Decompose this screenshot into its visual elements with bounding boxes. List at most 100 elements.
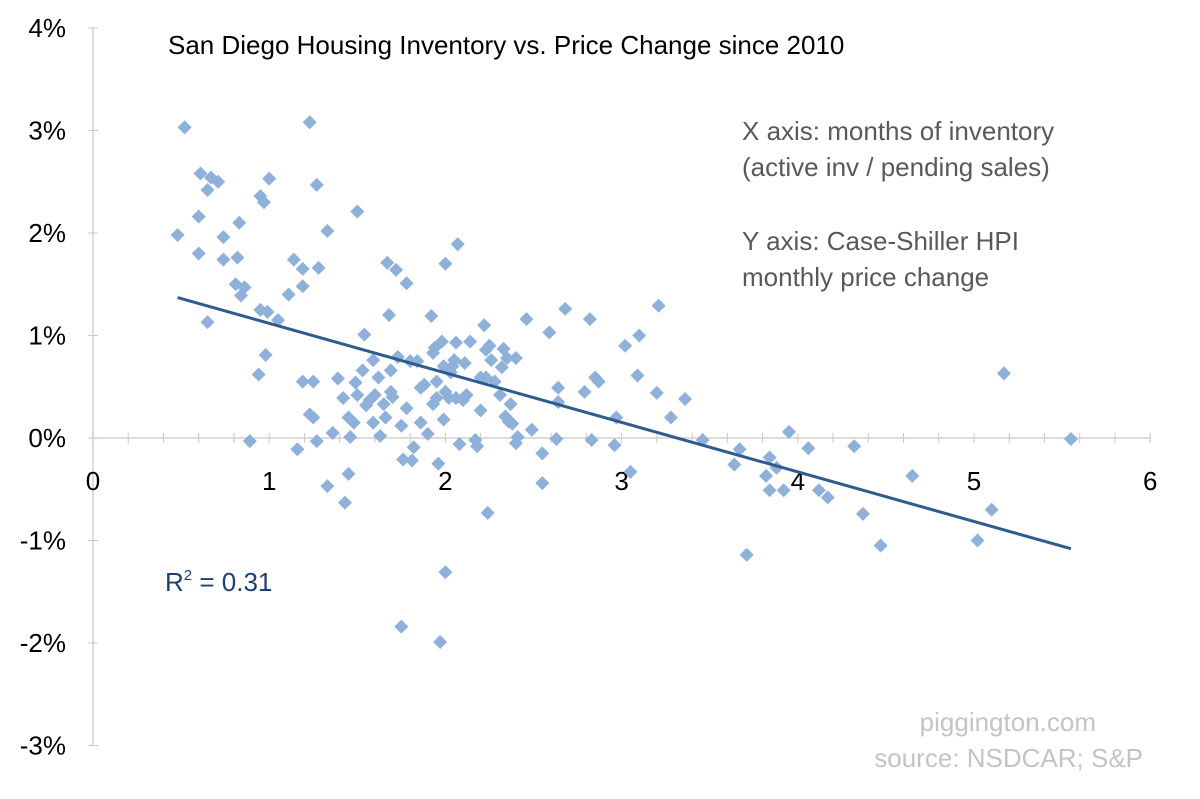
data-point — [801, 441, 816, 456]
data-point — [551, 380, 566, 395]
data-point — [394, 418, 409, 433]
data-point — [295, 279, 310, 294]
data-point — [847, 439, 862, 454]
data-point — [781, 424, 796, 439]
data-point — [309, 177, 324, 192]
data-point — [445, 359, 460, 374]
data-point — [177, 120, 192, 135]
data-point — [482, 338, 497, 353]
data-point — [389, 262, 404, 277]
data-point — [382, 308, 397, 322]
data-point — [404, 453, 419, 468]
x-tick-label: 0 — [86, 466, 100, 496]
trendline-group — [177, 296, 1072, 551]
data-point — [438, 256, 453, 271]
data-point — [406, 440, 421, 455]
data-point — [367, 387, 382, 402]
data-point — [505, 416, 520, 431]
data-point — [438, 565, 453, 580]
data-point — [630, 368, 645, 383]
data-point — [450, 237, 465, 252]
data-point — [433, 634, 448, 649]
axes — [88, 27, 1151, 746]
data-point — [366, 415, 381, 430]
data-point — [776, 483, 791, 498]
data-point — [373, 428, 388, 443]
data-point — [510, 429, 525, 444]
data-point — [290, 442, 305, 457]
data-point — [759, 468, 774, 483]
data-point — [380, 255, 395, 270]
data-point — [343, 429, 358, 444]
data-point — [200, 182, 215, 197]
data-point — [438, 384, 453, 399]
data-point — [399, 401, 414, 416]
data-point — [429, 374, 444, 389]
data-point — [607, 438, 622, 453]
data-point — [811, 483, 826, 498]
data-point — [325, 425, 340, 440]
data-point — [623, 464, 638, 479]
data-point — [855, 506, 870, 521]
data-point — [873, 538, 888, 553]
data-point — [337, 495, 352, 510]
data-point — [306, 374, 321, 389]
data-point — [371, 370, 386, 385]
x-tick-label: 6 — [1143, 466, 1157, 496]
data-point — [237, 280, 252, 295]
data-point — [306, 410, 321, 425]
data-point — [355, 363, 370, 378]
data-point — [191, 246, 206, 261]
y-tick-label: -2% — [20, 628, 66, 658]
data-point — [558, 301, 573, 316]
data-point — [678, 392, 693, 407]
data-point — [350, 387, 365, 402]
data-point — [500, 351, 515, 366]
data-point — [457, 356, 472, 371]
data-point — [494, 360, 509, 375]
data-point — [477, 318, 492, 333]
data-point — [739, 547, 754, 562]
data-points — [170, 115, 1078, 649]
data-point — [535, 476, 550, 491]
data-point — [359, 398, 374, 413]
data-point — [216, 230, 231, 245]
data-point — [820, 490, 835, 505]
data-point — [651, 298, 666, 313]
data-point — [582, 312, 597, 327]
data-point — [727, 457, 742, 472]
data-point — [424, 309, 439, 324]
data-point — [232, 215, 247, 230]
data-point — [417, 377, 432, 392]
data-point — [1063, 432, 1078, 447]
y-axis-note-line2: monthly price change — [742, 262, 989, 292]
data-point — [251, 367, 266, 382]
y-tick-label: -1% — [20, 526, 66, 556]
data-point — [378, 410, 393, 425]
data-point — [503, 397, 518, 412]
data-point — [200, 315, 215, 330]
data-point — [663, 410, 678, 425]
data-point — [385, 390, 400, 404]
data-point — [434, 334, 449, 349]
data-point — [905, 468, 920, 483]
data-point — [480, 505, 495, 520]
x-tick-label: 5 — [967, 466, 981, 496]
data-point — [519, 312, 534, 327]
data-point — [295, 261, 310, 276]
data-point — [649, 385, 664, 400]
data-point — [431, 456, 446, 471]
x-axis-note-line2: (active inv / pending sales) — [742, 152, 1050, 182]
data-point — [448, 335, 463, 350]
chart-title: San Diego Housing Inventory vs. Price Ch… — [168, 30, 844, 60]
data-point — [996, 366, 1011, 381]
y-tick-label: 3% — [28, 116, 66, 146]
data-point — [542, 325, 557, 340]
data-point — [191, 209, 206, 224]
x-tick-label: 2 — [438, 466, 452, 496]
data-point — [216, 252, 231, 267]
data-point — [309, 434, 324, 449]
data-point — [399, 276, 414, 291]
data-point — [281, 287, 296, 302]
x-tick-label: 1 — [262, 466, 276, 496]
